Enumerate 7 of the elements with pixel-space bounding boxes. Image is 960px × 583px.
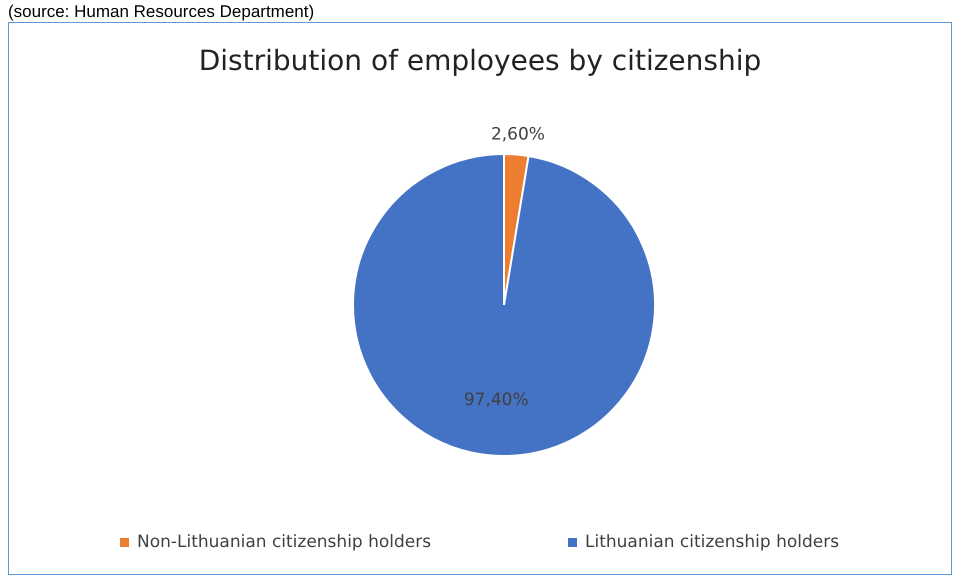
legend-label: Lithuanian citizenship holders — [584, 531, 840, 554]
legend-label: Non-Lithuanian citizenship holders — [136, 531, 432, 554]
data-label: 97,40% — [464, 390, 529, 410]
chart-title: Distribution of employees by citizenship — [198, 44, 762, 77]
text: (source: Human Resources Department) — [8, 2, 314, 22]
pie-slice — [352, 153, 656, 457]
data-label: 2,60% — [490, 124, 545, 145]
